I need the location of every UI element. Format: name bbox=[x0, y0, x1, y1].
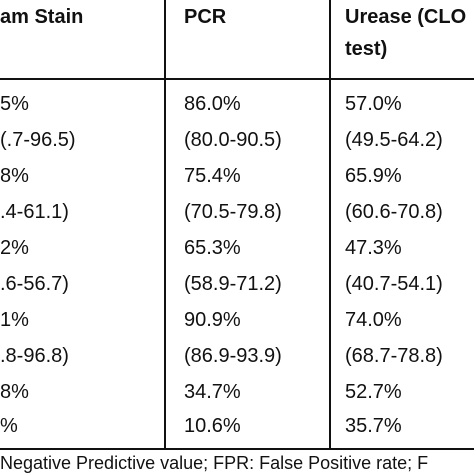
cell-r7-c1: 1% bbox=[0, 309, 29, 331]
cell-r4-c2: (70.5-79.8) bbox=[184, 201, 282, 223]
cell-r3-c1: 8% bbox=[0, 165, 29, 187]
table-footnote: Negative Predictive value; FPR: False Po… bbox=[0, 453, 429, 473]
header-col2: PCR bbox=[184, 6, 227, 28]
header-col1: am Stain bbox=[0, 6, 84, 28]
cell-r9-c3: 52.7% bbox=[345, 381, 402, 403]
cell-r9-c1: 8% bbox=[0, 381, 29, 403]
cell-r8-c2: (86.9-93.9) bbox=[184, 345, 282, 367]
cell-r2-c2: (80.0-90.5) bbox=[184, 129, 282, 151]
column-divider-1 bbox=[164, 0, 166, 450]
cell-r4-c3: (60.6-70.8) bbox=[345, 201, 443, 223]
cell-r3-c3: 65.9% bbox=[345, 165, 402, 187]
cell-r3-c2: 75.4% bbox=[184, 165, 241, 187]
cell-r2-c3: (49.5-64.2) bbox=[345, 129, 443, 151]
cell-r1-c2: 86.0% bbox=[184, 93, 241, 115]
cell-r10-c2: 10.6% bbox=[184, 415, 241, 437]
cell-r7-c3: 74.0% bbox=[345, 309, 402, 331]
header-rule bbox=[0, 78, 474, 80]
cell-r1-c1: 5% bbox=[0, 93, 29, 115]
cell-r5-c2: 65.3% bbox=[184, 237, 241, 259]
cell-r6-c1: .6-56.7) bbox=[0, 273, 69, 295]
cell-r10-c3: 35.7% bbox=[345, 415, 402, 437]
cell-r7-c2: 90.9% bbox=[184, 309, 241, 331]
cell-r5-c1: 2% bbox=[0, 237, 29, 259]
cell-r5-c3: 47.3% bbox=[345, 237, 402, 259]
cell-r4-c1: .4-61.1) bbox=[0, 201, 69, 223]
cell-r8-c1: .8-96.8) bbox=[0, 345, 69, 367]
header-col3-line2: test) bbox=[345, 38, 388, 60]
cell-r10-c1: % bbox=[0, 415, 18, 437]
header-col3-line1: Urease (CLO bbox=[345, 6, 467, 28]
cell-r6-c3: (40.7-54.1) bbox=[345, 273, 443, 295]
table-bottom-rule bbox=[0, 448, 474, 450]
cell-r6-c2: (58.9-71.2) bbox=[184, 273, 282, 295]
cell-r1-c3: 57.0% bbox=[345, 93, 402, 115]
cell-r8-c3: (68.7-78.8) bbox=[345, 345, 443, 367]
column-divider-2 bbox=[329, 0, 331, 450]
cell-r9-c2: 34.7% bbox=[184, 381, 241, 403]
cell-r2-c1: (.7-96.5) bbox=[0, 129, 76, 151]
